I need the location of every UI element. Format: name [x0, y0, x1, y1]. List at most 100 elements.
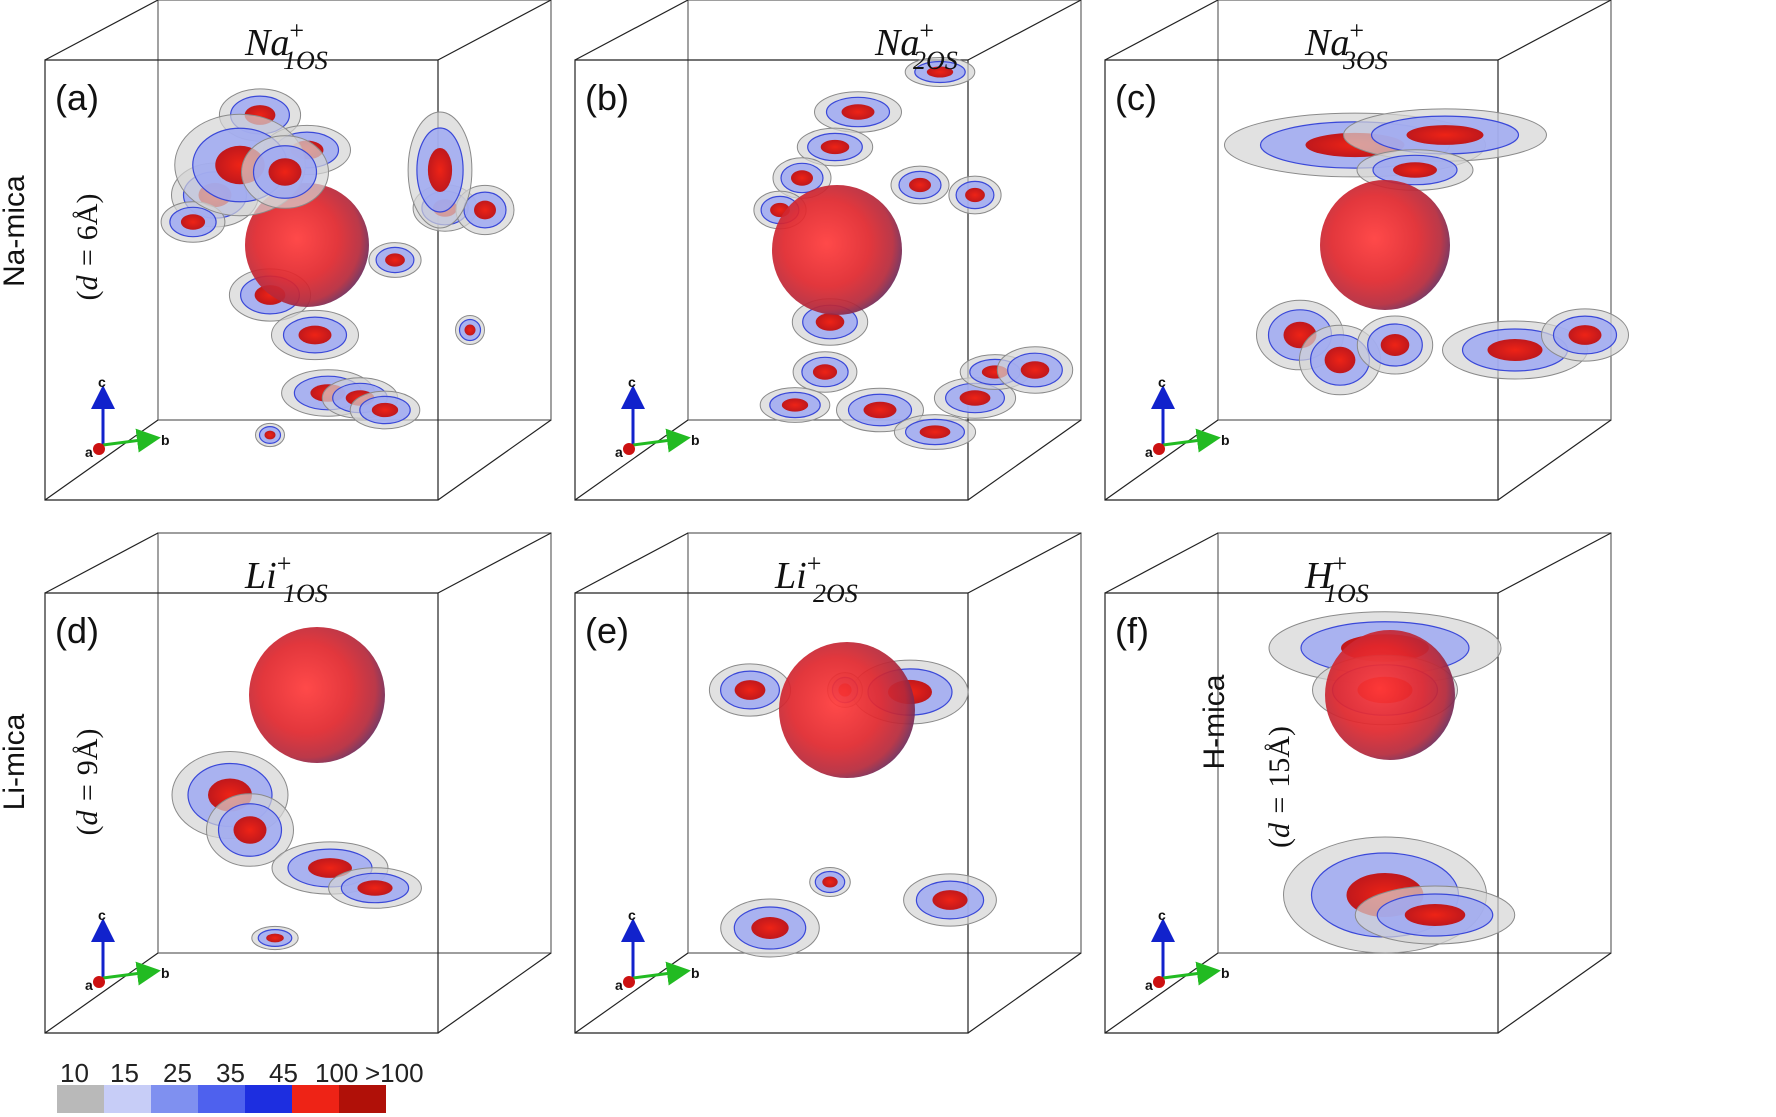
- ion-sphere: [245, 183, 369, 307]
- box-edges: [44, 532, 552, 1034]
- axis-b-label: b: [691, 965, 700, 981]
- axis-b-arrow: [632, 961, 691, 986]
- blob-core: [812, 364, 838, 380]
- density-blob: [996, 346, 1074, 394]
- blob-core: [427, 148, 453, 192]
- density-blob: [241, 135, 329, 209]
- legend-swatch: [245, 1085, 292, 1113]
- density-blob: [251, 925, 299, 951]
- box-edges: [1104, 532, 1612, 1034]
- legend-swatch: [339, 1085, 386, 1113]
- blob-core: [863, 401, 897, 419]
- blob-core: [474, 200, 496, 220]
- ion-sphere: [1325, 630, 1455, 760]
- density-blob: [903, 873, 997, 927]
- axis-c-label: c: [628, 374, 636, 390]
- density-blob: [206, 793, 294, 867]
- density-blob: [893, 414, 977, 450]
- axis-b-label: b: [161, 432, 170, 448]
- blob-core: [1393, 162, 1437, 178]
- blob-core: [1020, 361, 1050, 379]
- ion-sphere: [249, 627, 385, 763]
- blob-core: [751, 917, 789, 939]
- axis-c-label: c: [1158, 907, 1166, 923]
- density-blob: [255, 422, 285, 448]
- panel-e: (e) Li+ 2OS a b c: [574, 532, 1082, 1034]
- spacing-prefix: d =: [71, 240, 104, 291]
- ion-sphere: [1320, 180, 1450, 310]
- panel-letter: (b): [585, 77, 629, 118]
- density-blob: [368, 242, 422, 278]
- panel-title: Na+ 3OS: [1304, 16, 1388, 75]
- blob-core: [781, 398, 809, 412]
- panel-title: Na+ 1OS: [244, 16, 328, 75]
- axis-a-label: a: [1145, 444, 1153, 460]
- legend-label: 100: [315, 1058, 359, 1088]
- color-legend: [57, 1085, 386, 1113]
- density-blob: [328, 867, 422, 909]
- axis-a-dot: [1153, 443, 1165, 455]
- panel-title: Li+ 2OS: [774, 549, 858, 608]
- panel-title: Na+ 2OS: [874, 16, 958, 75]
- blob-core: [919, 425, 951, 439]
- box-edges: [574, 532, 1082, 1034]
- density-blob: [814, 91, 902, 133]
- axis-a-label: a: [615, 977, 623, 993]
- blob-core: [820, 139, 850, 155]
- spacing-value: 9Å: [71, 738, 104, 776]
- density-blob: [809, 867, 851, 897]
- axis-b-arrow: [632, 428, 691, 453]
- legend-label: 35: [216, 1058, 245, 1088]
- density-blob: [772, 157, 832, 199]
- panel-letter: (c): [1115, 77, 1157, 118]
- blob-core: [841, 104, 875, 120]
- density-blob: [160, 201, 226, 243]
- row-label-h-mica: H-mica: [1198, 674, 1231, 770]
- axis-a-label: a: [615, 444, 623, 460]
- blob-core: [357, 880, 393, 896]
- blob-core: [959, 390, 991, 406]
- density-blob: [948, 175, 1002, 215]
- density-blob: [1356, 315, 1434, 375]
- blob-core: [791, 170, 813, 186]
- axes-triad: a b c: [85, 374, 170, 460]
- density-blob: [708, 663, 792, 717]
- blob-core: [965, 187, 985, 203]
- axis-a-dot: [93, 976, 105, 988]
- box-edges: [1104, 0, 1612, 501]
- blob-core: [1324, 346, 1356, 374]
- axis-b-label: b: [161, 965, 170, 981]
- blob-core: [822, 876, 838, 888]
- blob-core: [1568, 325, 1602, 345]
- legend-label: 10: [60, 1058, 89, 1088]
- density-blob: [1541, 308, 1629, 362]
- blob-core: [1380, 334, 1410, 356]
- legend-swatch: [198, 1085, 245, 1113]
- blob-core: [734, 680, 766, 700]
- axis-b-label: b: [1221, 965, 1230, 981]
- axes-triad: a b c: [615, 374, 700, 460]
- axis-c-label: c: [98, 374, 106, 390]
- legend-label: 25: [163, 1058, 192, 1088]
- spacing-label-d: (d = 9Å): [71, 728, 104, 836]
- blob-core: [371, 402, 399, 418]
- panel-title: Li+ 1OS: [244, 549, 328, 608]
- density-blob: [836, 387, 924, 433]
- axes-triad: a b c: [1145, 374, 1230, 460]
- panel-letter: (a): [55, 77, 99, 118]
- panel-letter: (d): [55, 610, 99, 651]
- panel-d: (d) Li+ 1OS a b c: [44, 111, 552, 1034]
- density-blob: [455, 315, 485, 345]
- axes-triad: a b c: [85, 907, 170, 993]
- density-blob: [349, 390, 421, 430]
- density-blob: [1354, 885, 1516, 945]
- axis-a-dot: [623, 443, 635, 455]
- density-blob: [796, 127, 874, 167]
- spacing-label-a: (d = 6Å): [71, 193, 104, 301]
- legend-swatch: [292, 1085, 339, 1113]
- ion-sphere: [772, 185, 902, 315]
- blob-core: [909, 177, 931, 193]
- ion-sphere: [779, 642, 915, 778]
- blob-core: [268, 158, 302, 186]
- axis-a-dot: [623, 976, 635, 988]
